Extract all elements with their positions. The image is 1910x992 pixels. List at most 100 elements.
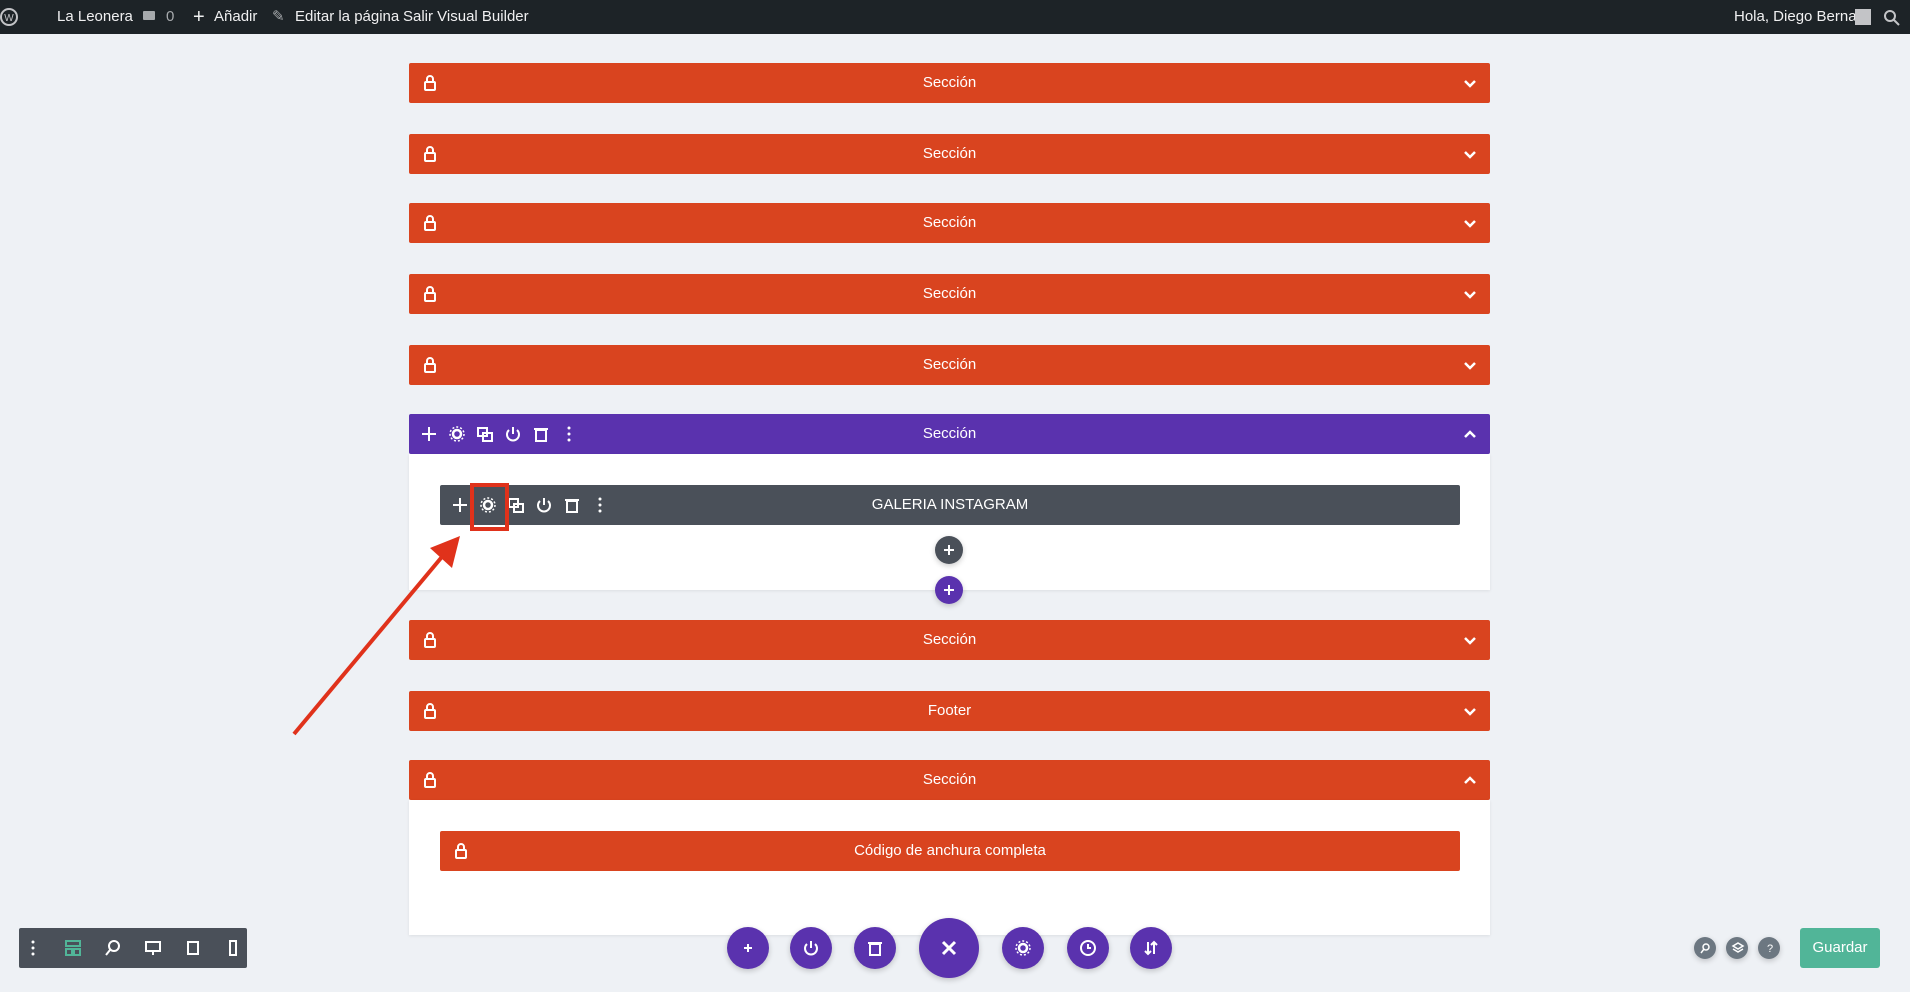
section-label: Sección xyxy=(922,214,977,231)
section-tool[interactable] xyxy=(504,425,522,443)
row-tool[interactable] xyxy=(535,496,553,514)
section-bar[interactable]: Sección xyxy=(409,63,1490,103)
row-tool[interactable] xyxy=(563,496,581,514)
lock-icon[interactable] xyxy=(421,214,439,232)
section-label: Sección xyxy=(922,145,977,162)
exit-link[interactable]: Salir Visual Builder xyxy=(403,8,529,25)
lock-icon[interactable] xyxy=(421,771,439,789)
section-label: Sección xyxy=(922,771,977,788)
page-tool[interactable] xyxy=(1002,927,1044,969)
view-icon[interactable] xyxy=(24,939,42,957)
tool-icon[interactable] xyxy=(739,939,757,957)
section-label: Sección xyxy=(922,285,977,302)
page-tool[interactable] xyxy=(1130,927,1172,969)
comment-icon xyxy=(143,11,155,20)
tool-icon[interactable] xyxy=(1142,939,1160,957)
view-icon[interactable] xyxy=(64,939,82,957)
row-tool[interactable] xyxy=(451,496,469,514)
section-label: Sección xyxy=(922,356,977,373)
svg-text:?: ? xyxy=(1767,943,1773,955)
toggle-icon[interactable] xyxy=(1461,285,1479,303)
view-icon[interactable] xyxy=(144,939,162,957)
view-icon[interactable] xyxy=(184,939,202,957)
page-tool[interactable] xyxy=(854,927,896,969)
row-tool[interactable] xyxy=(591,496,609,514)
section-bar[interactable]: Footer xyxy=(409,691,1490,731)
section-bar[interactable]: Sección xyxy=(409,345,1490,385)
toggle-icon[interactable] xyxy=(1461,425,1479,443)
help-icon[interactable] xyxy=(1731,941,1745,955)
view-icon[interactable] xyxy=(104,939,122,957)
help-icon[interactable]: ? xyxy=(1763,941,1777,955)
section-bar[interactable]: Sección xyxy=(409,274,1490,314)
row-label: GALERIA INSTAGRAM xyxy=(871,496,1029,513)
section-tool[interactable] xyxy=(420,425,438,443)
edit-link[interactable]: Editar la página xyxy=(295,8,400,25)
toggle-icon[interactable] xyxy=(1461,356,1479,374)
add-icon: + xyxy=(193,6,205,28)
wp-logo[interactable]: W xyxy=(0,7,20,27)
section-bar[interactable]: Sección xyxy=(409,620,1490,660)
toggle-icon[interactable] xyxy=(1461,702,1479,720)
row-tool[interactable] xyxy=(479,496,497,514)
search-icon[interactable] xyxy=(1883,9,1901,27)
section-bar[interactable]: Sección xyxy=(409,760,1490,800)
lock-icon[interactable] xyxy=(421,285,439,303)
section-tool[interactable] xyxy=(560,425,578,443)
toggle-icon[interactable] xyxy=(1461,145,1479,163)
help-tool[interactable] xyxy=(1694,937,1716,959)
lock-icon[interactable] xyxy=(421,145,439,163)
section-tool[interactable] xyxy=(448,425,466,443)
save-button[interactable]: Guardar xyxy=(1800,928,1880,968)
section-bar[interactable]: Sección xyxy=(409,414,1490,454)
lock-icon[interactable] xyxy=(421,74,439,92)
page-tool[interactable] xyxy=(790,927,832,969)
close-button[interactable] xyxy=(919,918,979,978)
help-icon[interactable] xyxy=(1699,941,1713,955)
avatar xyxy=(1855,9,1871,25)
toggle-icon[interactable] xyxy=(1461,214,1479,232)
lock-icon[interactable] xyxy=(421,356,439,374)
tool-icon[interactable] xyxy=(1014,939,1032,957)
section-bar[interactable]: Sección xyxy=(409,203,1490,243)
row-tool[interactable] xyxy=(507,496,525,514)
page-tool[interactable] xyxy=(727,927,769,969)
admin-bar: W La Leonera 0 + Añadir ✎ Editar la pági… xyxy=(0,0,1910,34)
module-label: Código de anchura completa xyxy=(854,842,1046,859)
section-label: Sección xyxy=(922,425,977,442)
toggle-icon[interactable] xyxy=(1461,631,1479,649)
section-label: Sección xyxy=(922,631,977,648)
greeting[interactable]: Hola, Diego Bernal xyxy=(1734,8,1860,25)
section-tool[interactable] xyxy=(476,425,494,443)
section-tool[interactable] xyxy=(532,425,550,443)
toggle-icon[interactable] xyxy=(1461,74,1479,92)
tool-icon[interactable] xyxy=(1079,939,1097,957)
comment-count[interactable]: 0 xyxy=(166,8,175,25)
page-tool[interactable] xyxy=(1067,927,1109,969)
tool-icon[interactable] xyxy=(866,939,884,957)
section-bar[interactable]: Sección xyxy=(409,134,1490,174)
svg-text:W: W xyxy=(4,13,14,24)
lock-icon[interactable] xyxy=(452,842,470,860)
plus-icon[interactable] xyxy=(942,543,956,557)
add-module-button[interactable] xyxy=(935,536,963,564)
view-toolbar xyxy=(19,928,247,968)
section-label: Sección xyxy=(922,74,977,91)
module-bar[interactable]: Código de anchura completa xyxy=(440,831,1460,871)
help-tool[interactable] xyxy=(1726,937,1748,959)
edit-icon: ✎ xyxy=(272,8,285,25)
toggle-icon[interactable] xyxy=(1461,771,1479,789)
help-tool[interactable]: ? xyxy=(1758,937,1780,959)
add-link[interactable]: Añadir xyxy=(214,8,258,25)
view-icon[interactable] xyxy=(224,939,242,957)
section-label: Footer xyxy=(927,702,972,719)
close-icon[interactable] xyxy=(940,939,958,957)
site-name[interactable]: La Leonera xyxy=(57,8,133,25)
row-bar[interactable]: GALERIA INSTAGRAM xyxy=(440,485,1460,525)
add-row-button[interactable] xyxy=(935,576,963,604)
lock-icon[interactable] xyxy=(421,631,439,649)
plus-icon[interactable] xyxy=(942,583,956,597)
lock-icon[interactable] xyxy=(421,702,439,720)
tool-icon[interactable] xyxy=(802,939,820,957)
